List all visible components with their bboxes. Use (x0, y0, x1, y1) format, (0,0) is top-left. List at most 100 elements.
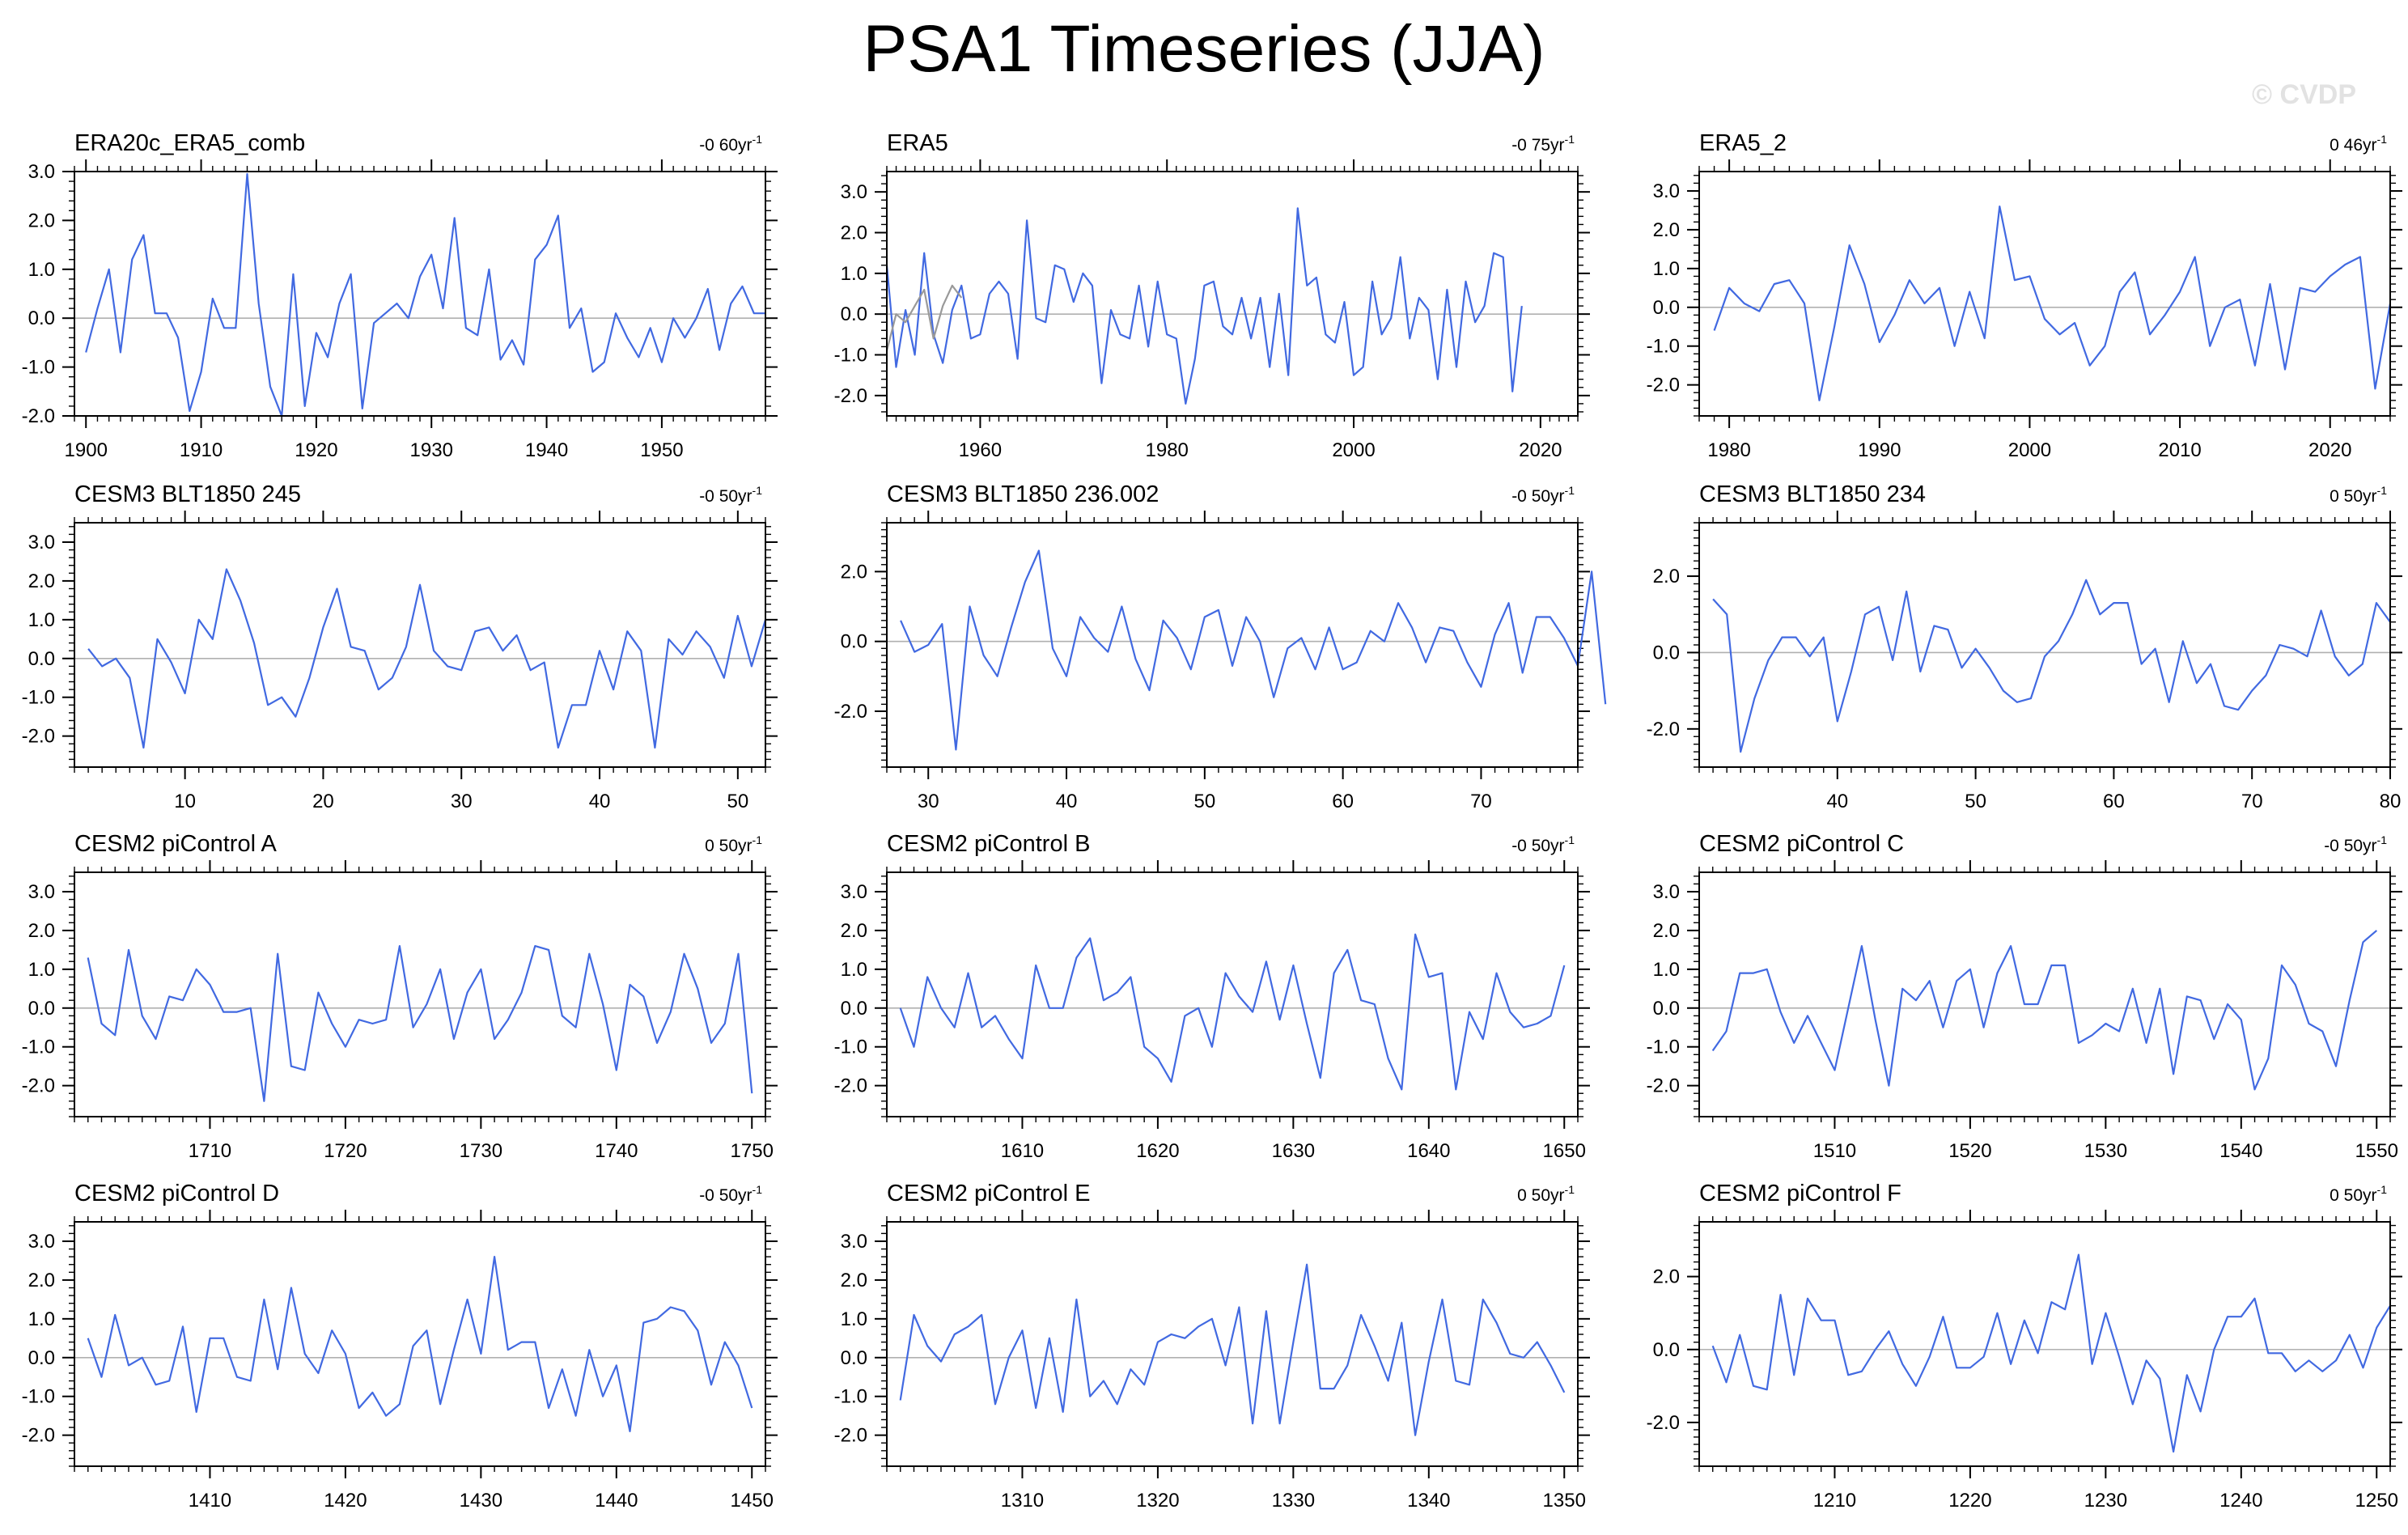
y-tick-label: -1.0 (1647, 336, 1680, 358)
plot-frame (886, 1221, 1579, 1467)
trend-label: 0 46yr-1 (2330, 133, 2387, 155)
x-tick-label: 1550 (2355, 1140, 2398, 1162)
y-tick-label: -1.0 (1647, 1037, 1680, 1058)
panel-title: CESM2 piControl C (1699, 831, 1904, 857)
y-tick-label: 3.0 (841, 1231, 867, 1253)
x-tick-label: 20 (312, 791, 334, 812)
x-tick-label: 1950 (640, 439, 683, 461)
y-tick-label: -1.0 (22, 357, 55, 379)
panel-5: CESM3 BLT1850 236.002 -0 50yr-1 30 40 50 60 70… (834, 481, 1607, 812)
x-tick-label: 60 (2103, 791, 2125, 812)
y-tick-label: -2.0 (22, 1075, 55, 1097)
panel-title: CESM2 piControl E (887, 1181, 1090, 1206)
y-tick-label: -2.0 (22, 1425, 55, 1447)
x-tick-label: 1330 (1272, 1490, 1315, 1512)
trend-label: -0 50yr-1 (1511, 833, 1575, 855)
trend-label: 0 50yr-1 (2330, 1183, 2387, 1205)
trend-label: -0 60yr-1 (699, 133, 762, 155)
y-tick-label: 0.0 (841, 998, 867, 1020)
x-tick-label: 1320 (1136, 1490, 1179, 1512)
trend-label: -0 75yr-1 (1511, 133, 1575, 155)
y-tick-label: 2.0 (28, 920, 55, 942)
y-tick-label: -2.0 (1647, 719, 1680, 740)
plot-frame (886, 522, 1579, 768)
y-tick-label: 2.0 (841, 920, 867, 942)
y-tick-label: 3.0 (28, 532, 55, 553)
x-tick-label: 1710 (189, 1140, 231, 1162)
trend-label: 0 50yr-1 (1517, 1183, 1575, 1205)
panel-6: CESM3 BLT1850 234 0 50yr-1 40 50 60 70 80 -2.0 0… (1647, 481, 2402, 812)
x-tick-label: 1240 (2219, 1490, 2262, 1512)
y-tick-label: 1.0 (1653, 258, 1680, 280)
x-tick-label: 2010 (2158, 439, 2201, 461)
y-tick-label: 0.0 (28, 1347, 55, 1369)
y-tick-label: 2.0 (28, 570, 55, 592)
x-tick-label: 40 (1056, 791, 1078, 812)
y-tick-label: 3.0 (1653, 881, 1680, 903)
series-line (900, 549, 1607, 751)
x-tick-label: 70 (1470, 791, 1492, 812)
x-tick-label: 1990 (1858, 439, 1901, 461)
plot-frame (74, 522, 766, 768)
x-tick-label: 2020 (1519, 439, 1562, 461)
panel-10: CESM2 piControl D -0 50yr-1 1410 1420 1430 14… (22, 1181, 778, 1512)
y-tick-label: 0.0 (28, 307, 55, 329)
y-tick-label: 2.0 (1653, 566, 1680, 587)
y-tick-label: 0.0 (841, 1347, 867, 1369)
x-tick-label: 30 (918, 791, 939, 812)
plot-frame (1698, 171, 2391, 417)
x-tick-label: 1450 (731, 1490, 774, 1512)
x-tick-label: 1640 (1407, 1140, 1450, 1162)
y-tick-label: 0.0 (28, 648, 55, 670)
y-tick-label: 2.0 (1653, 920, 1680, 942)
panel-title: CESM2 piControl B (887, 831, 1090, 857)
series-line (1711, 930, 2378, 1091)
x-tick-label: 1530 (2084, 1140, 2127, 1162)
x-tick-label: 1920 (295, 439, 337, 461)
y-tick-label: 1.0 (841, 959, 867, 981)
panel-8: CESM2 piControl B -0 50yr-1 1610 1620 1630 16… (834, 831, 1590, 1162)
x-tick-label: 60 (1332, 791, 1354, 812)
series-line (899, 1263, 1566, 1436)
y-tick-label: 0.0 (1653, 642, 1680, 664)
plot-frame (886, 171, 1579, 417)
y-tick-label: 2.0 (28, 210, 55, 231)
x-tick-label: 1720 (324, 1140, 367, 1162)
y-tick-label: -1.0 (834, 1037, 867, 1058)
y-tick-label: -1.0 (22, 687, 55, 709)
y-tick-label: 1.0 (28, 1308, 55, 1330)
x-tick-label: 2000 (2008, 439, 2051, 461)
x-tick-label: 50 (727, 791, 748, 812)
y-tick-label: -2.0 (834, 701, 867, 723)
panel-2: ERA5 -0 75yr-1 1960 1980 2000 2020 -2.0 -1.0 0.0… (834, 130, 1590, 461)
series-line (87, 568, 767, 749)
x-tick-label: 2000 (1332, 439, 1375, 461)
panel-title: CESM2 piControl F (1699, 1181, 1901, 1206)
x-tick-label: 1610 (1001, 1140, 1044, 1162)
y-tick-label: -2.0 (834, 1425, 867, 1447)
x-tick-label: 1250 (2355, 1490, 2398, 1512)
x-tick-label: 1940 (525, 439, 568, 461)
trend-label: -0 50yr-1 (1511, 484, 1575, 506)
x-tick-label: 10 (174, 791, 196, 812)
x-tick-label: 1510 (1813, 1140, 1856, 1162)
y-tick-label: -2.0 (22, 405, 55, 427)
y-tick-label: -1.0 (834, 345, 867, 367)
plot-frame (74, 1221, 766, 1467)
y-tick-label: 0.0 (841, 631, 867, 653)
trend-label: 0 50yr-1 (705, 833, 762, 855)
trend-label: -0 50yr-1 (699, 484, 762, 506)
y-tick-label: 0.0 (841, 303, 867, 325)
y-tick-label: 1.0 (28, 259, 55, 281)
y-tick-label: -2.0 (22, 726, 55, 748)
x-tick-label: 1540 (2219, 1140, 2262, 1162)
panel-4: CESM3 BLT1850 245 -0 50yr-1 10 20 30 40 50 -2.0… (22, 481, 778, 812)
x-tick-label: 1900 (65, 439, 108, 461)
x-tick-label: 1210 (1813, 1490, 1856, 1512)
y-tick-label: 0.0 (1653, 998, 1680, 1020)
y-tick-label: 1.0 (28, 609, 55, 631)
series-line (885, 207, 1523, 405)
x-tick-label: 1740 (595, 1140, 638, 1162)
x-tick-label: 1520 (1948, 1140, 1991, 1162)
